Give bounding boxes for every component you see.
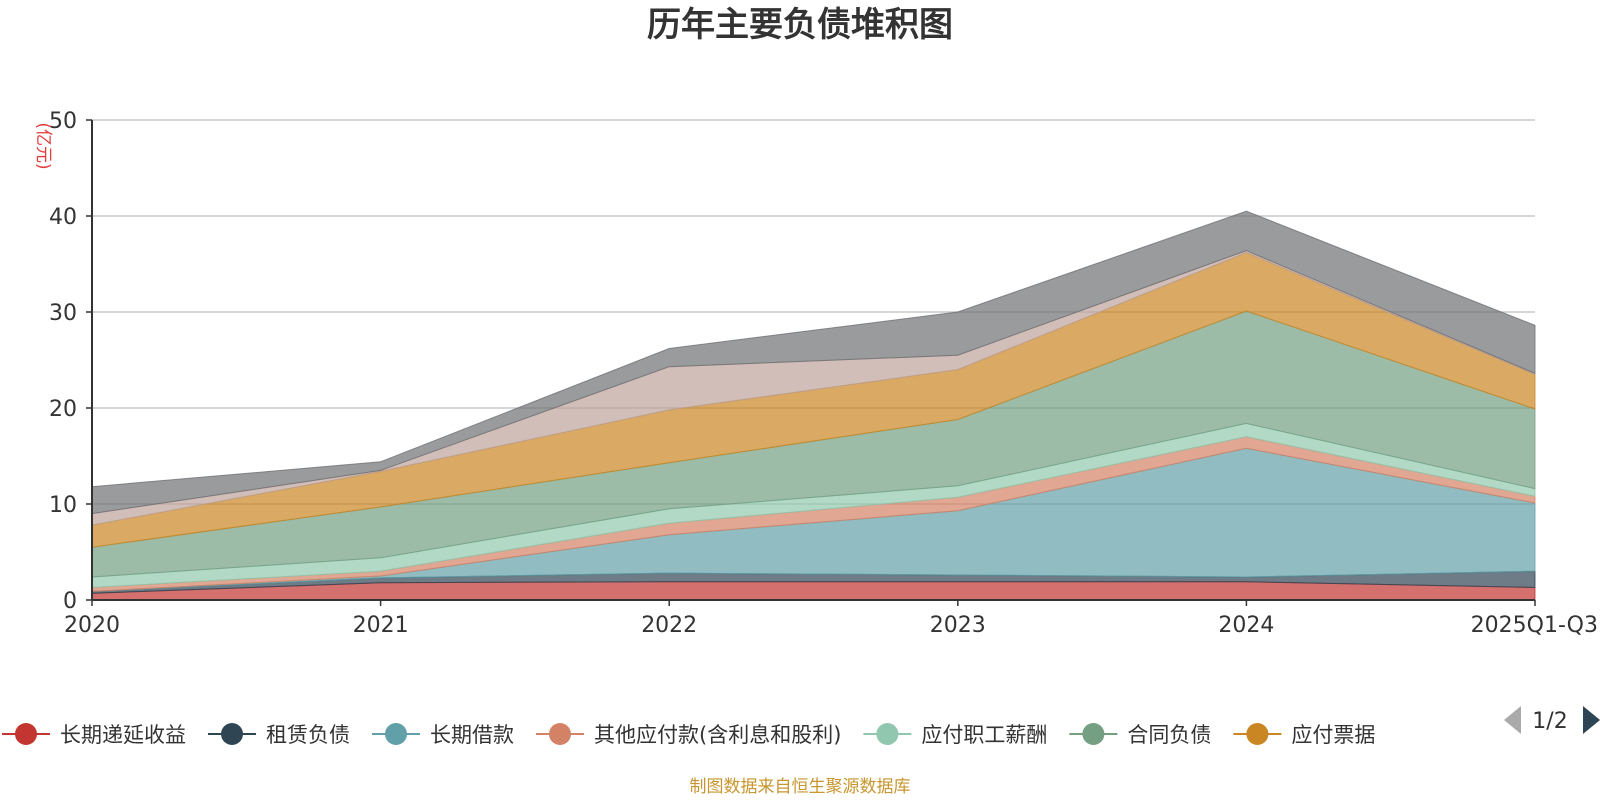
x-tick-label: 2021 <box>353 613 409 638</box>
y-tick-label: 10 <box>49 493 77 518</box>
legend-label: 应付职工薪酬 <box>921 723 1047 747</box>
legend: 长期递延收益 租赁负债 长期借款 其他应付款(含利息和股利) 应付职工薪酬 合同负债 应付票… <box>2 723 1375 747</box>
y-axis-ticks: 0 10 20 30 40 50 <box>49 109 92 614</box>
legend-marker-icon <box>1082 723 1105 745</box>
y-tick-label: 40 <box>49 205 77 230</box>
legend-item[interactable]: 应付票据 <box>1233 723 1375 747</box>
chart-title: 历年主要负债堆积图 <box>647 5 953 45</box>
legend-next-page-icon[interactable] <box>1583 706 1600 734</box>
area-series-短期借款 <box>91 210 1536 515</box>
legend-pager: 1/2 <box>1504 706 1600 734</box>
x-tick-label: 2020 <box>64 613 120 638</box>
legend-marker-icon <box>15 723 37 745</box>
area-series-group <box>91 210 1536 601</box>
y-tick-label: 50 <box>49 109 77 134</box>
x-tick-label: 2022 <box>641 613 697 638</box>
legend-item[interactable]: 其他应付款(含利息和股利) <box>536 723 841 747</box>
legend-marker-icon <box>385 723 407 745</box>
y-tick-label: 0 <box>63 589 77 614</box>
source-note: 制图数据来自恒生聚源数据库 <box>690 777 911 797</box>
y-tick-label: 30 <box>49 301 77 326</box>
axes <box>91 120 1535 601</box>
legend-item[interactable]: 长期递延收益 <box>2 723 186 747</box>
legend-label: 合同负债 <box>1127 723 1211 747</box>
legend-marker-icon <box>1246 723 1269 745</box>
legend-marker-icon <box>221 723 243 745</box>
legend-item[interactable]: 租赁负债 <box>208 723 350 747</box>
legend-label: 应付票据 <box>1291 723 1375 747</box>
x-tick-label: 2023 <box>930 613 986 638</box>
legend-item[interactable]: 合同负债 <box>1069 723 1211 747</box>
x-tick-label: 2024 <box>1218 613 1274 638</box>
legend-label: 长期借款 <box>430 723 514 747</box>
y-axis-unit-label: (亿元) <box>33 122 53 169</box>
legend-label: 其他应付款(含利息和股利) <box>594 723 841 747</box>
legend-marker-icon <box>876 723 899 745</box>
legend-page-indicator: 1/2 <box>1532 709 1567 734</box>
y-tick-label: 20 <box>49 397 77 422</box>
legend-item[interactable]: 应付职工薪酬 <box>863 723 1047 747</box>
x-tick-label: 2025Q1-Q3 <box>1471 613 1598 638</box>
legend-item[interactable]: 长期借款 <box>372 723 514 747</box>
x-axis-ticks: 2020 2021 2022 2023 2024 2025Q1-Q3 <box>64 600 1598 638</box>
legend-label: 租赁负债 <box>266 723 350 747</box>
legend-prev-page-icon[interactable] <box>1504 706 1521 734</box>
legend-marker-icon <box>549 723 571 745</box>
legend-label: 长期递延收益 <box>60 723 186 747</box>
